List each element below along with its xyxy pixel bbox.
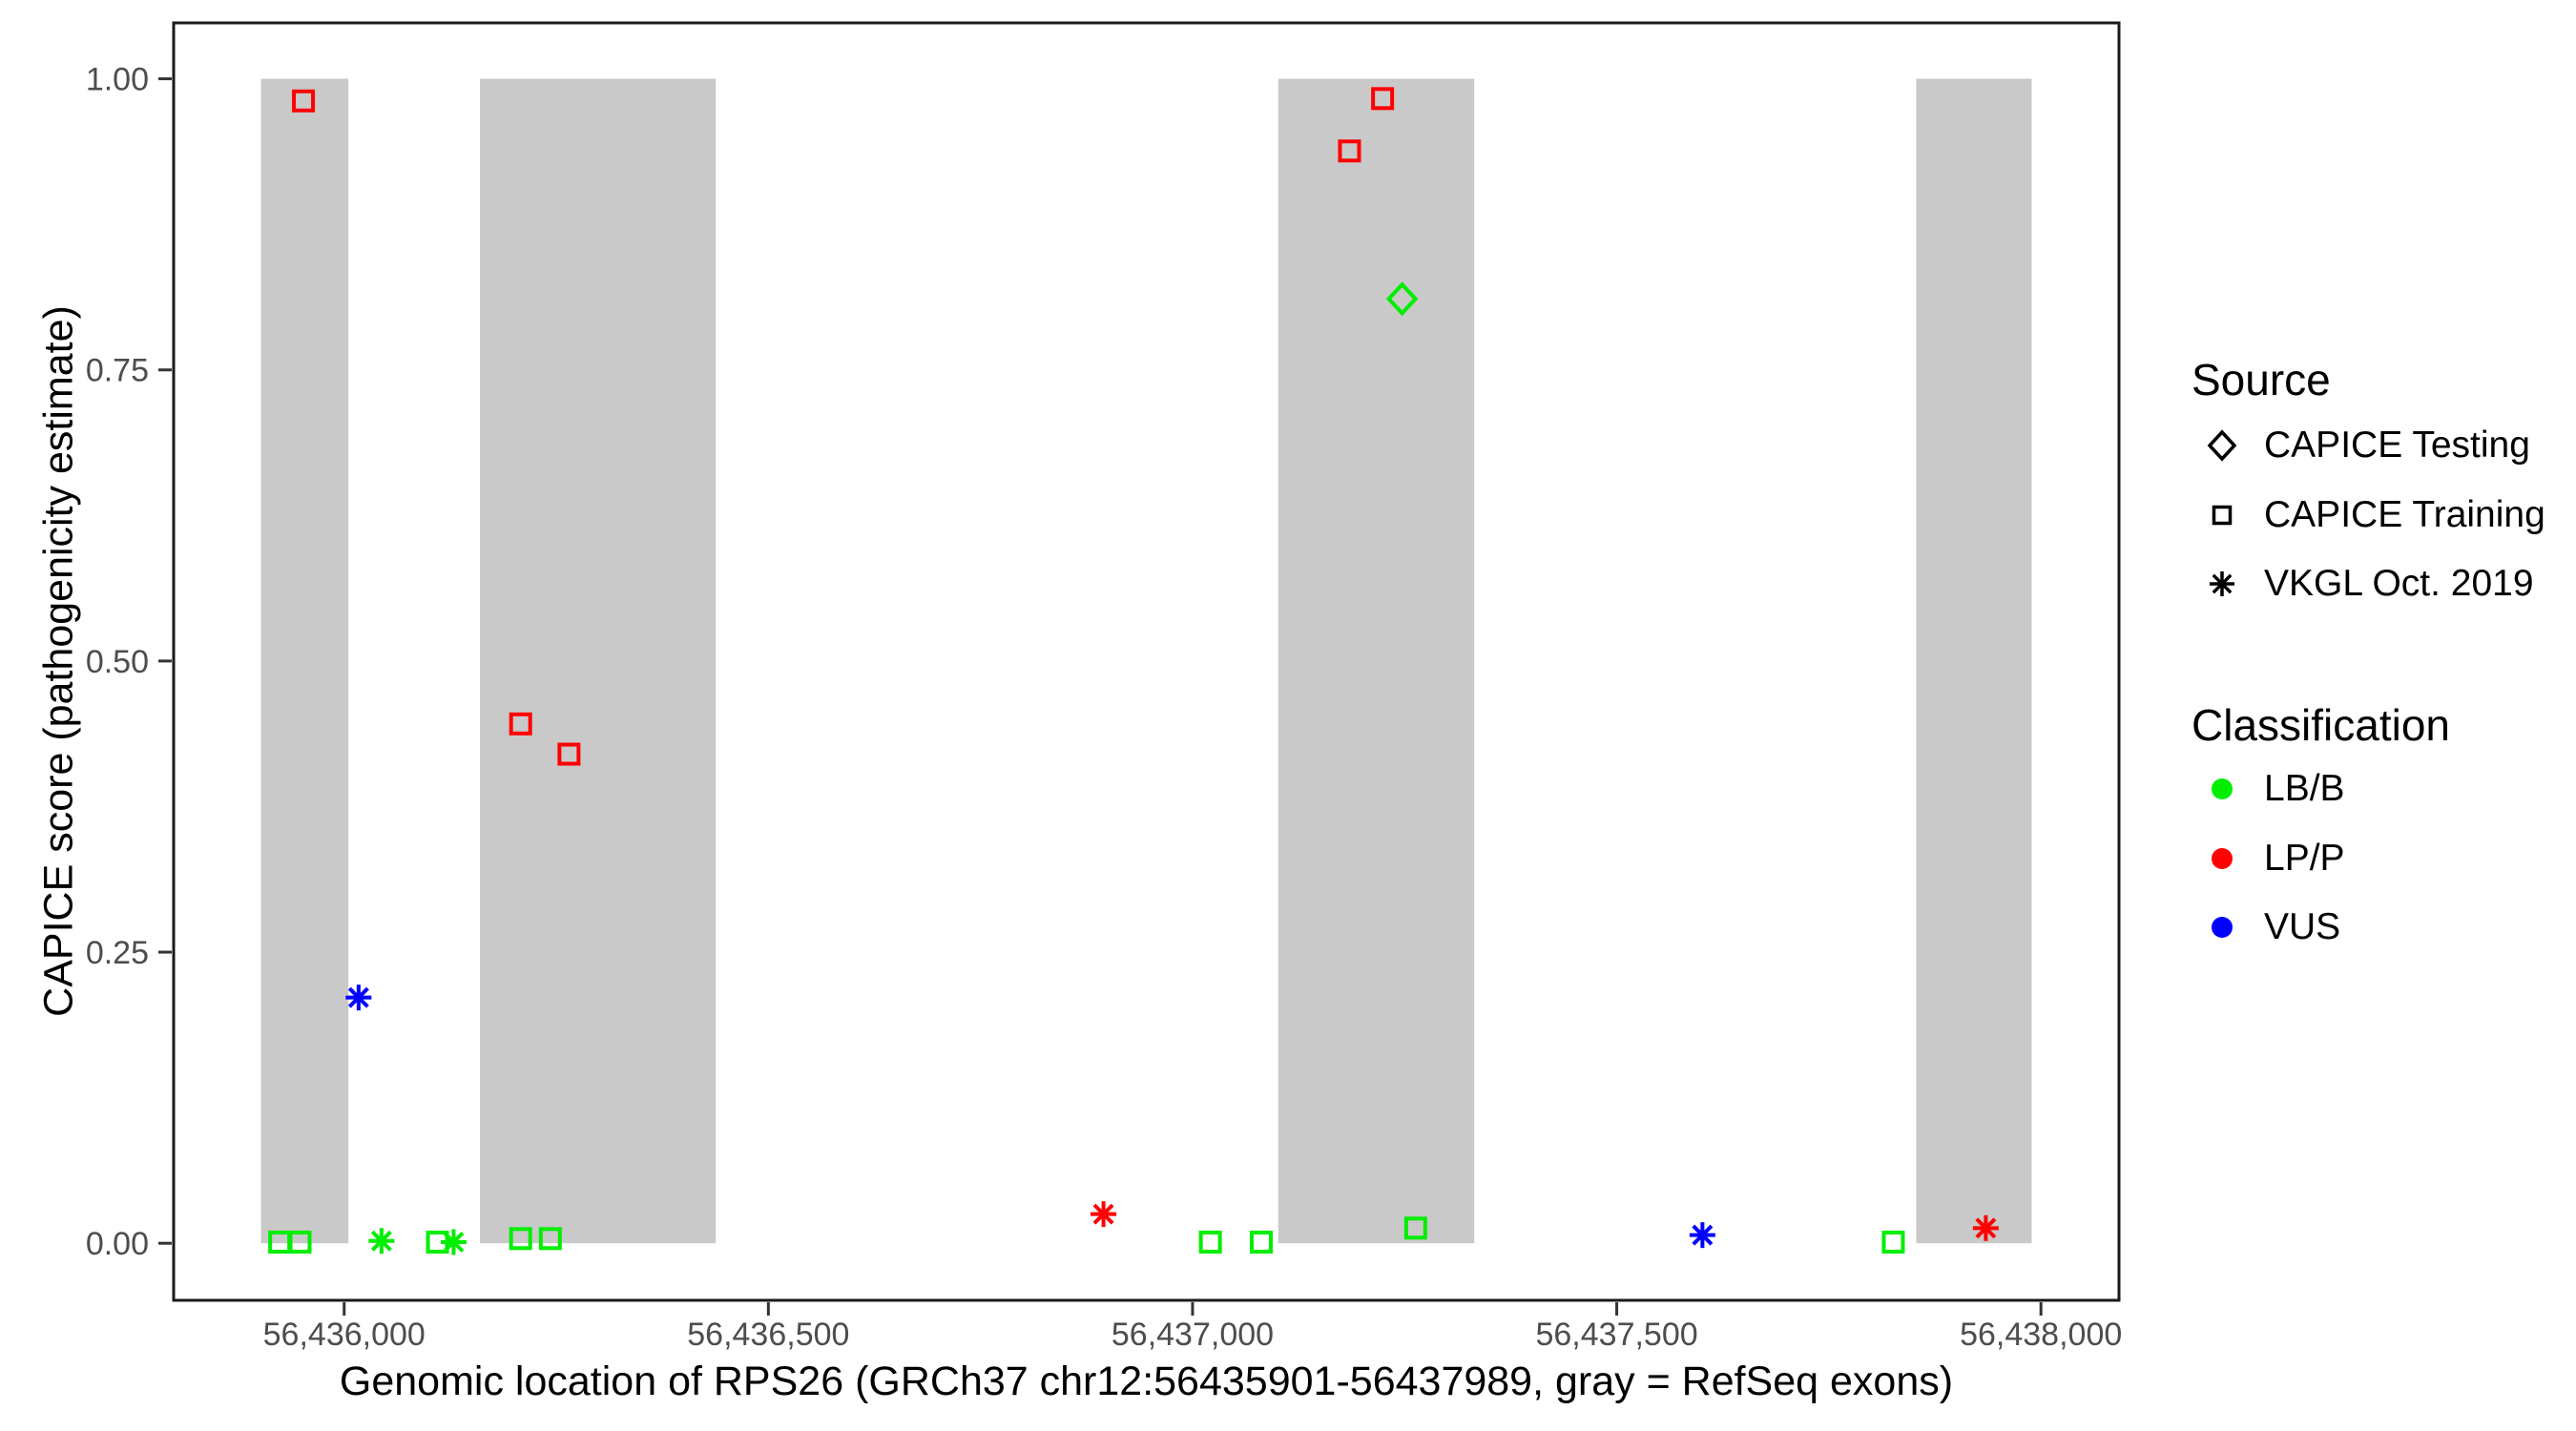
asterisk-ray (370, 1230, 392, 1252)
data-point-square (1403, 1216, 1427, 1240)
legend-item-vus: VUS (2199, 902, 2340, 952)
asterisk-ray (1092, 1203, 1114, 1225)
legend-item-label: VUS (2264, 906, 2341, 947)
x-tick-label: 56,437,500 (1535, 1317, 1697, 1353)
legend-source-title: Source (2192, 355, 2331, 404)
legend-classification-title: Classification (2192, 700, 2450, 750)
blue-circle-icon (2212, 917, 2233, 938)
legend-item-label: LB/B (2264, 768, 2345, 809)
exon-rect (1916, 78, 2032, 1244)
data-point-square (1249, 1230, 1273, 1254)
legend-item-lbb: LB/B (2199, 764, 2345, 814)
y-tick-label: 1.00 (86, 62, 149, 98)
legend-item-vkgl: VKGL Oct. 2019 (2199, 559, 2534, 609)
panel-border (172, 21, 2121, 1302)
data-point-square (557, 742, 581, 766)
y-tick-label: 0.75 (86, 353, 149, 389)
asterisk-ray (443, 1232, 465, 1253)
asterisk-ray (1975, 1217, 1997, 1239)
legend-item-label: CAPICE Testing (2264, 425, 2530, 466)
data-point-asterisk (1689, 1222, 1715, 1249)
red-circle-icon (2212, 848, 2233, 869)
asterisk-ray (347, 986, 369, 1008)
data-point-asterisk (345, 985, 372, 1011)
square-icon (2212, 505, 2233, 526)
exon-rect (260, 78, 349, 1244)
legend-item-label: VKGL Oct. 2019 (2264, 563, 2534, 604)
y-tick-label: 0.25 (86, 935, 149, 971)
legend-item-lpp: LP/P (2199, 834, 2345, 883)
y-axis-title: CAPICE score (pathogenicity estimate) (35, 305, 82, 1017)
data-point-square (292, 89, 316, 113)
x-tick-label: 56,438,000 (1960, 1317, 2122, 1353)
data-point-square (509, 1227, 532, 1251)
y-tick-label: 0.00 (86, 1226, 149, 1262)
data-point-square (1338, 139, 1361, 163)
data-point-asterisk (1091, 1201, 1117, 1228)
legend-item-capice-training: CAPICE Training (2199, 490, 2545, 540)
x-tick-label: 56,436,500 (687, 1317, 849, 1353)
diamond-icon (2207, 429, 2237, 462)
data-point-square (1371, 87, 1395, 111)
data-point-asterisk (368, 1228, 395, 1255)
asterisk-icon (2210, 571, 2234, 596)
legend-item-label: CAPICE Training (2264, 494, 2545, 535)
data-point-asterisk (1972, 1214, 1999, 1241)
data-point-square (1881, 1230, 1905, 1254)
legend-item-label: LP/P (2264, 838, 2345, 879)
data-point-square (538, 1227, 562, 1251)
data-point-asterisk (440, 1229, 467, 1255)
data-point-square (288, 1230, 312, 1254)
legend-item-capice-testing: CAPICE Testing (2199, 421, 2530, 470)
data-point-diamond (1385, 281, 1419, 317)
x-tick-label: 56,437,000 (1111, 1317, 1274, 1353)
exon-rect (1278, 78, 1475, 1244)
data-point-square (509, 712, 532, 736)
asterisk-ray (1692, 1224, 1714, 1246)
exon-rect (480, 78, 717, 1244)
y-tick-label: 0.50 (86, 644, 149, 680)
green-circle-icon (2212, 778, 2233, 799)
x-tick-label: 56,436,000 (263, 1317, 426, 1353)
data-point-square (1198, 1230, 1222, 1254)
x-axis-title: Genomic location of RPS26 (GRCh37 chr12:… (339, 1358, 1954, 1404)
